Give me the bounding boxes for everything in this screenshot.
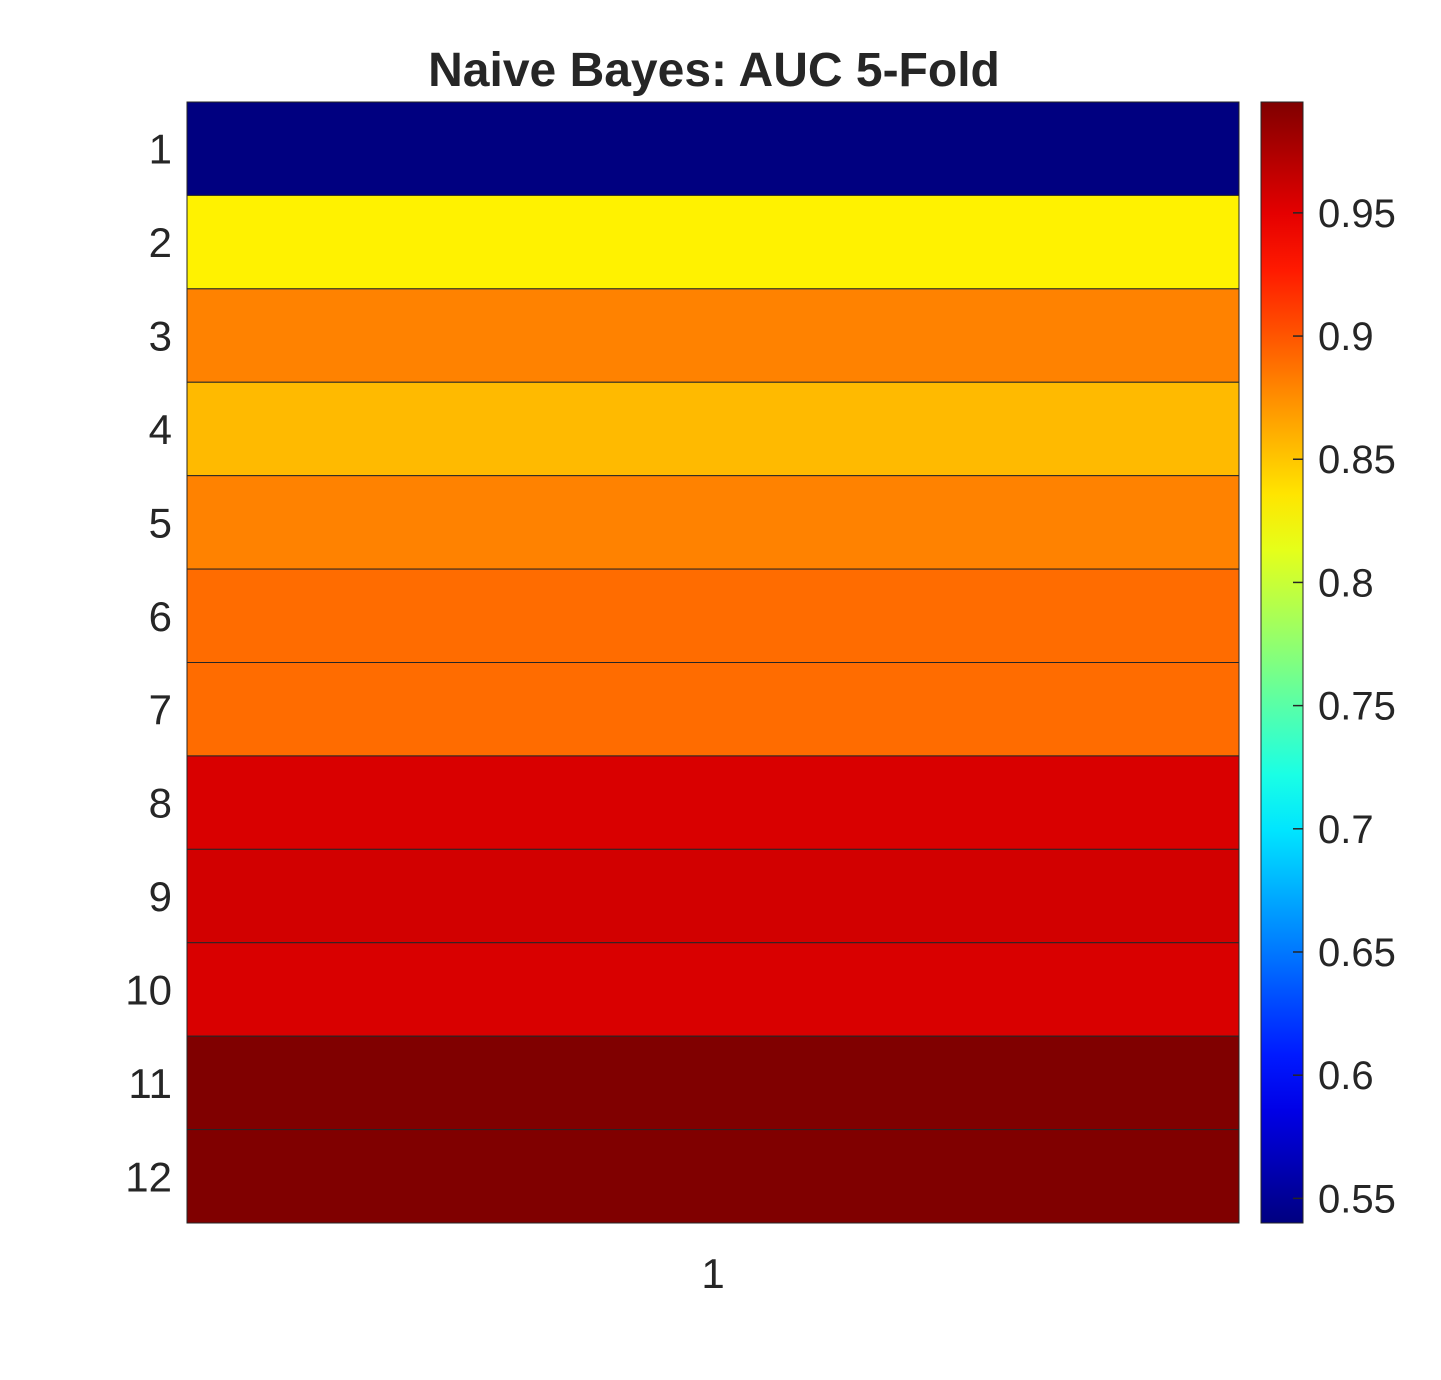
colorbar-tick-label: 0.75: [1318, 685, 1396, 729]
heatmap-cell: [186, 194, 1240, 290]
y-tick-label: 12: [125, 1153, 172, 1200]
y-tick-label: 4: [149, 406, 172, 453]
y-tick-label: 1: [149, 126, 172, 173]
colorbar-tick-label: 0.65: [1318, 931, 1396, 975]
y-tick-label: 6: [149, 593, 172, 640]
heatmap-cell: [186, 848, 1240, 944]
y-tick-label: 3: [149, 313, 172, 360]
chart-title: Naive Bayes: AUC 5-Fold: [428, 44, 1000, 97]
colorbar-tick-label: 0.6: [1318, 1054, 1374, 1098]
colorbar-tick-label: 0.7: [1318, 808, 1374, 852]
heatmap-cell: [186, 1035, 1240, 1131]
colorbar-tick-label: 0.85: [1318, 438, 1396, 482]
colorbar-gradient: [1260, 101, 1304, 1224]
x-tick-label: 1: [701, 1250, 724, 1297]
heatmap-cell: [186, 101, 1240, 196]
y-tick-label: 8: [149, 780, 172, 827]
y-tick-label: 7: [149, 686, 172, 733]
heatmap-cell: [186, 475, 1240, 570]
x-axis-ticks: 1: [701, 1250, 724, 1297]
colorbar: 0.55 0.6 0.65 0.7 0.75 0.8 0.85 0.9 0.95: [1260, 101, 1396, 1224]
heatmap-cell: [186, 942, 1240, 1037]
plot-border: [186, 101, 1240, 1224]
y-tick-label: 9: [149, 873, 172, 920]
y-tick-label: 11: [128, 1060, 172, 1107]
colorbar-tick-label: 0.8: [1318, 561, 1374, 605]
heatmap-cells: [186, 101, 1240, 1224]
colorbar-tick-label: 0.95: [1318, 192, 1396, 236]
colorbar-tick-label: 0.55: [1318, 1177, 1396, 1221]
heatmap-cell: [186, 662, 1240, 757]
heatmap-cell: [186, 755, 1240, 850]
heatmap-cell: [186, 288, 1240, 383]
y-tick-label: 10: [125, 966, 172, 1013]
colorbar-tick-label: 0.9: [1318, 315, 1374, 359]
heatmap-cell: [186, 568, 1240, 663]
y-tick-label: 2: [149, 219, 172, 266]
y-tick-label: 5: [149, 499, 172, 546]
heatmap-cell: [186, 1129, 1240, 1224]
heatmap-cell: [186, 381, 1240, 477]
